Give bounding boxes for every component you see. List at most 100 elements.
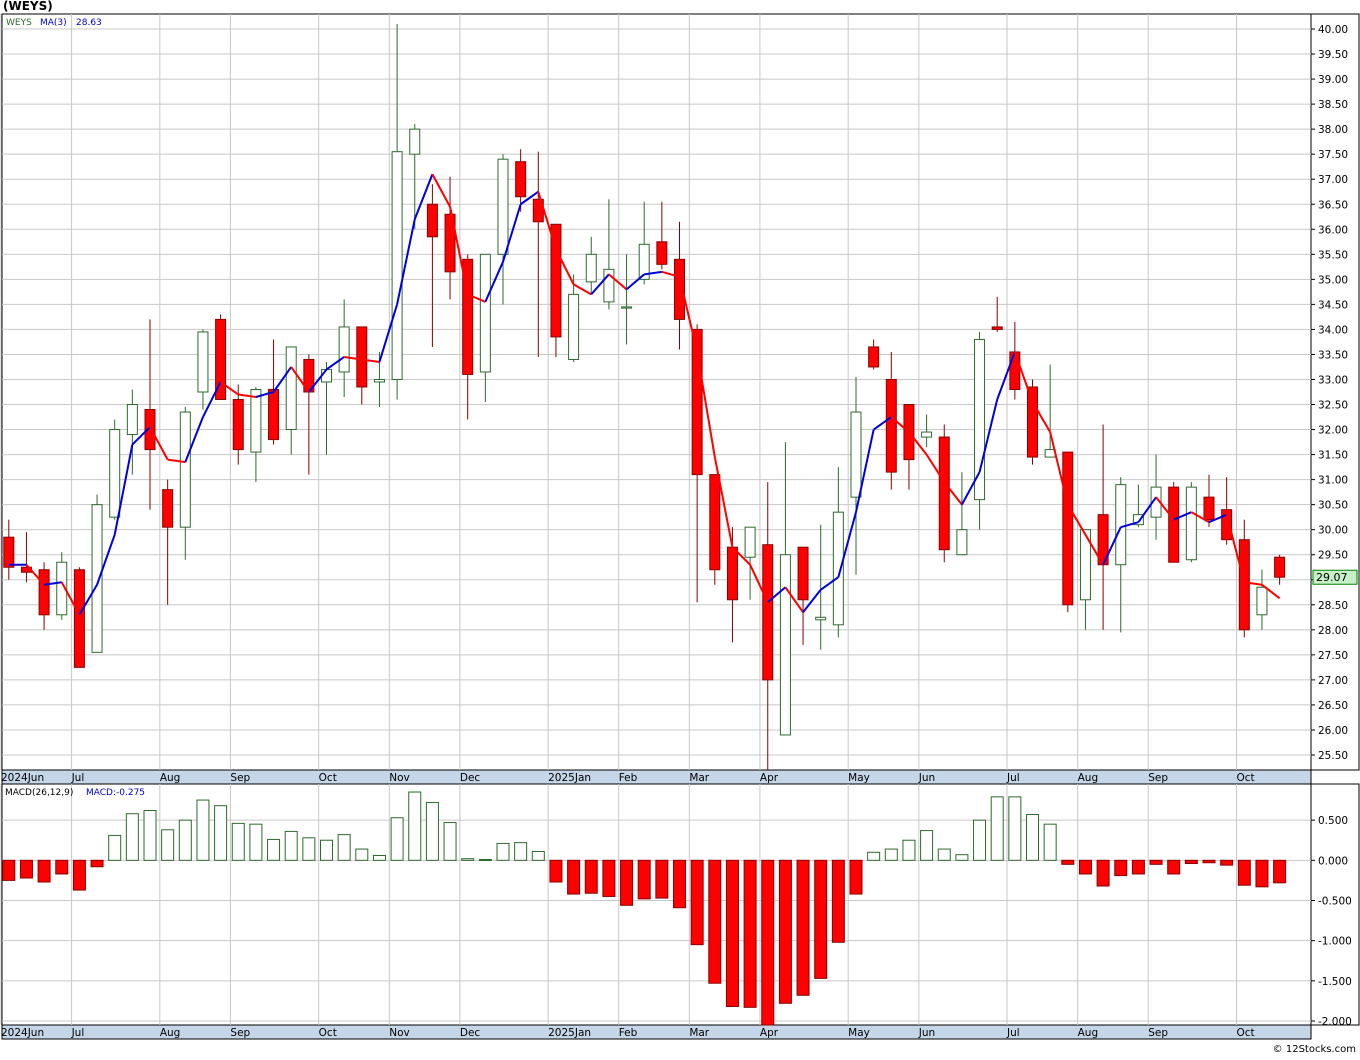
candle-body	[1009, 351, 1021, 390]
candle	[56, 552, 68, 620]
macd-bar	[831, 859, 845, 943]
price-y-tick-label: 30.50	[1318, 500, 1348, 512]
ma-line-segment	[678, 276, 699, 353]
candle	[974, 331, 986, 530]
price-y-tick-label: 36.00	[1318, 224, 1348, 236]
ma-line-segment	[784, 586, 804, 613]
ma-line-segment	[555, 248, 575, 285]
candle	[144, 319, 156, 510]
candle-body	[603, 268, 615, 303]
candle	[938, 424, 950, 563]
candle	[162, 479, 174, 605]
candle-body	[479, 253, 491, 373]
macd-bar	[37, 859, 51, 883]
macd-bar	[1149, 859, 1163, 865]
candle-body	[568, 293, 580, 360]
macd-panel-axis-frame	[1310, 783, 1360, 1026]
candle-body	[868, 346, 880, 368]
candle-body	[38, 569, 50, 616]
price-x-tick-label: 2024Jun	[1, 772, 44, 784]
ma-line-segment	[713, 456, 734, 548]
candle	[497, 154, 509, 305]
candle-body	[391, 151, 403, 380]
ma-line-segment	[1190, 511, 1210, 524]
ma-line-segment	[1102, 526, 1122, 566]
macd-bar	[1255, 859, 1269, 888]
candle	[1274, 554, 1286, 585]
candle-body	[497, 158, 509, 255]
candle-body	[638, 243, 650, 280]
ma-line-segment	[78, 584, 98, 616]
macd-x-tick-label: Mar	[689, 1027, 709, 1039]
candle-body	[1062, 451, 1074, 606]
candle	[1185, 482, 1197, 563]
candle-body	[162, 489, 174, 528]
ma-line-segment	[873, 416, 892, 431]
price-y-tick-label: 27.00	[1318, 675, 1348, 687]
candle-body	[656, 241, 668, 265]
macd-x-tick-label: May	[848, 1027, 870, 1039]
ma-line-segment	[502, 203, 522, 263]
macd-bar	[214, 805, 228, 861]
price-x-tick-label: Jun	[918, 772, 935, 784]
candle-body	[197, 331, 209, 393]
macd-y-tick-label: -1.500	[1318, 976, 1352, 988]
ma-line-segment	[184, 416, 204, 463]
macd-bar	[1096, 859, 1110, 887]
macd-bar	[884, 848, 898, 861]
macd-y-tick-label: -1.000	[1318, 936, 1352, 948]
macd-bar	[1008, 796, 1022, 861]
price-legend-ma-value: 28.63	[76, 18, 102, 28]
macd-bar	[814, 859, 828, 979]
candle	[568, 274, 580, 362]
macd-bar	[1167, 859, 1181, 875]
candle	[885, 351, 897, 490]
ma-line-segment	[943, 481, 963, 506]
candle	[868, 339, 880, 370]
candle-body	[73, 569, 85, 668]
candle	[479, 253, 491, 403]
candle-body	[1203, 496, 1215, 521]
candle	[832, 467, 844, 638]
macd-bar	[743, 859, 757, 1008]
candle-body	[832, 511, 844, 626]
candle	[621, 254, 633, 345]
ma-line-segment	[202, 381, 222, 418]
candle-body	[268, 388, 280, 441]
macd-bar	[355, 848, 369, 861]
candle	[1132, 484, 1144, 528]
candle-body	[1221, 509, 1233, 541]
price-x-tick-label: Dec	[460, 772, 481, 784]
macd-bar	[408, 791, 422, 861]
price-x-tick-label: Apr	[760, 772, 779, 784]
macd-y-tick-label: -0.500	[1318, 895, 1352, 907]
ma-line-segment	[25, 564, 45, 586]
macd-bar	[390, 817, 404, 861]
candle-body	[462, 258, 474, 375]
candle-body	[744, 526, 756, 558]
ma-line-segment	[449, 206, 469, 295]
ma-line-segment	[255, 391, 274, 398]
macd-bar	[108, 834, 122, 861]
price-y-tick-label: 34.50	[1318, 299, 1348, 311]
macd-bar	[2, 859, 16, 881]
macd-bar	[425, 801, 439, 861]
price-y-tick-label: 32.50	[1318, 400, 1348, 412]
price-y-tick-label: 28.50	[1318, 600, 1348, 612]
macd-bar	[90, 859, 104, 868]
candle-body	[938, 436, 950, 551]
macd-bar	[549, 859, 563, 883]
macd-bar	[725, 859, 739, 1008]
ma-line-segment	[1225, 514, 1246, 583]
ma-line-segment	[590, 273, 610, 296]
candle-body	[674, 258, 685, 320]
macd-bar	[337, 834, 351, 861]
macd-bar	[125, 813, 139, 861]
candle-body	[409, 128, 421, 155]
macd-bar	[461, 858, 475, 861]
macd-bar	[973, 819, 987, 861]
candle-body	[779, 554, 791, 736]
macd-x-tick-label: Sep	[1148, 1027, 1168, 1039]
candle-body	[691, 328, 703, 476]
ma-line-segment	[749, 564, 769, 603]
